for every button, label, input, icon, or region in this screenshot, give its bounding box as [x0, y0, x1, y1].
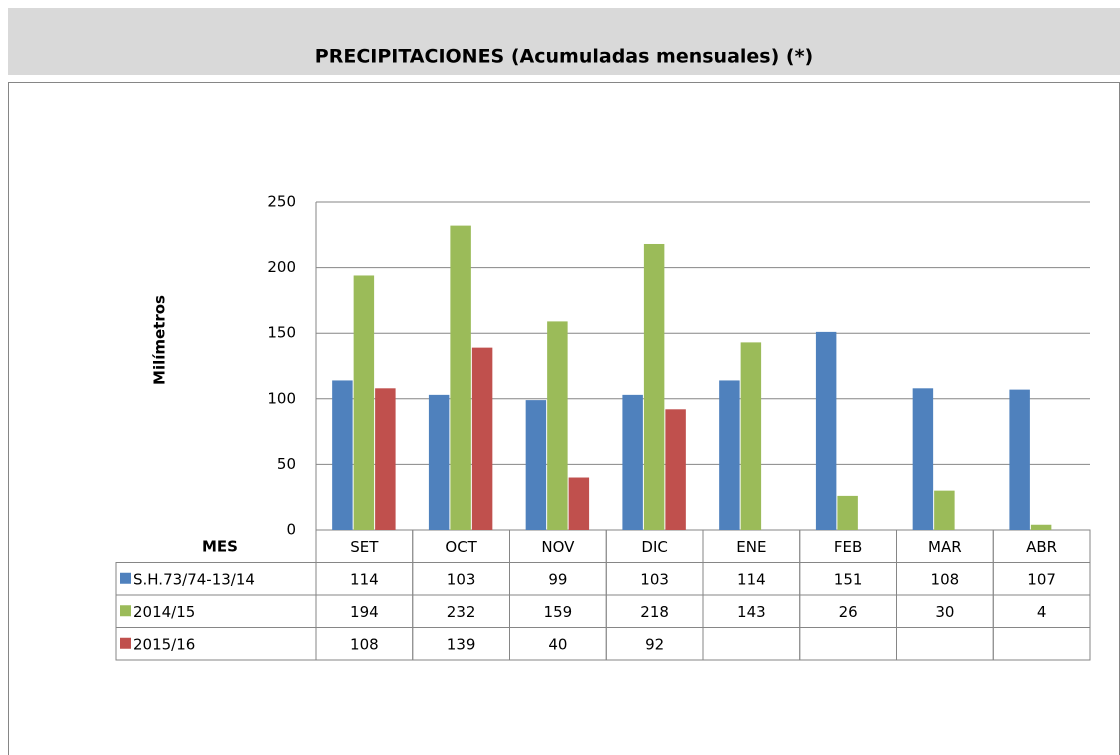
bar	[643, 243, 665, 530]
bar	[665, 409, 686, 530]
y-tick-label: 0	[286, 521, 296, 539]
table-value: 107	[1027, 570, 1056, 588]
table-value: 40	[548, 635, 567, 653]
x-tick-label: ABR	[1026, 538, 1057, 556]
bar	[332, 380, 353, 530]
x-tick-label: NOV	[541, 538, 575, 556]
x-tick-label: DIC	[641, 538, 667, 556]
table-value: 103	[640, 570, 669, 588]
table-value: 114	[350, 570, 379, 588]
bar	[1009, 389, 1030, 530]
table-value: 99	[548, 570, 567, 588]
x-tick-label: ENE	[736, 538, 766, 556]
y-tick-label: 250	[267, 193, 296, 211]
x-tick-label: OCT	[445, 538, 477, 556]
table-value: 92	[645, 635, 664, 653]
table-value: 218	[640, 603, 669, 621]
table-value: 108	[931, 570, 960, 588]
y-tick-label: 200	[267, 258, 296, 276]
bar	[934, 490, 955, 530]
bar	[912, 388, 934, 530]
table-value: 114	[737, 570, 766, 588]
legend-swatch	[120, 637, 131, 649]
x-axis-label: MES	[202, 538, 238, 556]
table-value: 151	[834, 570, 863, 588]
table-value: 159	[544, 603, 573, 621]
table-value: 139	[447, 635, 476, 653]
bar	[428, 394, 450, 530]
bar	[353, 275, 375, 530]
legend-swatch	[120, 572, 131, 584]
x-tick-label: FEB	[834, 538, 862, 556]
bar	[815, 331, 837, 530]
bar	[622, 394, 643, 530]
bar	[568, 477, 590, 530]
bar	[450, 225, 471, 530]
table-cell	[992, 627, 1091, 661]
bar	[1030, 524, 1052, 530]
x-tick-label: MAR	[928, 538, 962, 556]
table-value: 4	[1037, 603, 1047, 621]
bar	[375, 388, 396, 530]
legend-swatch	[120, 605, 131, 617]
bar	[719, 380, 740, 530]
table-value: 232	[447, 603, 476, 621]
bar	[471, 347, 493, 530]
table-value: 30	[935, 603, 954, 621]
chart-title: PRECIPITACIONES (Acumuladas mensuales) (…	[315, 46, 813, 68]
table-value: 103	[447, 570, 476, 588]
bar	[547, 321, 568, 530]
bar	[525, 400, 547, 530]
table-value: 26	[839, 603, 858, 621]
title-band	[8, 8, 1120, 75]
legend-label: S.H.73/74-13/14	[133, 570, 255, 588]
bar	[837, 495, 858, 530]
table-value: 143	[737, 603, 766, 621]
table-value: 194	[350, 603, 379, 621]
bar	[740, 342, 762, 530]
legend-label: 2014/15	[133, 603, 195, 621]
table-value: 108	[350, 635, 379, 653]
y-axis-label: Milímetros	[151, 295, 169, 385]
y-tick-label: 150	[267, 324, 296, 342]
x-tick-label: SET	[350, 538, 379, 556]
y-tick-label: 50	[277, 455, 296, 473]
y-tick-label: 100	[267, 389, 296, 407]
legend-label: 2015/16	[133, 635, 195, 653]
